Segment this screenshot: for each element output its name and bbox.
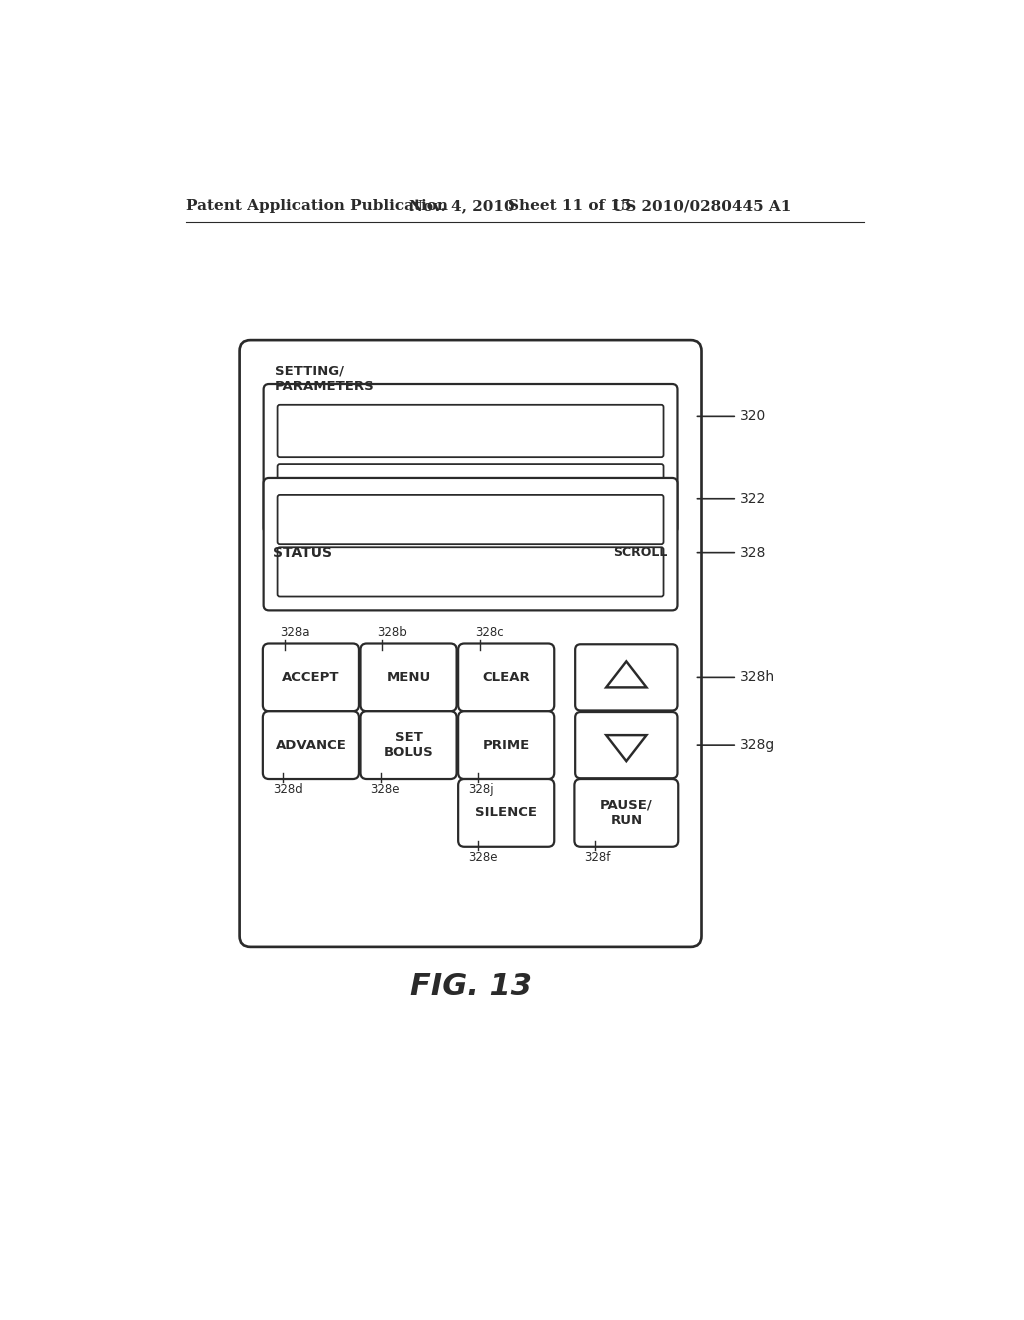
Text: Nov. 4, 2010: Nov. 4, 2010 <box>410 199 515 213</box>
Text: 320: 320 <box>739 409 766 424</box>
Text: 322: 322 <box>739 492 766 506</box>
Text: CLEAR: CLEAR <box>482 671 530 684</box>
FancyBboxPatch shape <box>574 779 678 847</box>
Text: 328d: 328d <box>273 783 303 796</box>
FancyBboxPatch shape <box>458 779 554 847</box>
Text: PRIME: PRIME <box>482 739 529 751</box>
FancyBboxPatch shape <box>263 711 359 779</box>
Text: 328f: 328f <box>585 851 611 865</box>
FancyBboxPatch shape <box>278 548 664 597</box>
Text: FIG. 13: FIG. 13 <box>410 972 531 1001</box>
Text: MENU: MENU <box>386 671 431 684</box>
FancyBboxPatch shape <box>360 711 457 779</box>
Text: Sheet 11 of 15: Sheet 11 of 15 <box>508 199 631 213</box>
Text: Patent Application Publication: Patent Application Publication <box>186 199 449 213</box>
Text: 328a: 328a <box>280 626 309 639</box>
FancyBboxPatch shape <box>575 644 678 710</box>
FancyBboxPatch shape <box>278 495 664 544</box>
Text: 328b: 328b <box>378 626 408 639</box>
Text: 328e: 328e <box>468 851 498 865</box>
FancyBboxPatch shape <box>606 539 675 566</box>
FancyBboxPatch shape <box>458 644 554 711</box>
Text: SETTING/
PARAMETERS: SETTING/ PARAMETERS <box>275 364 375 393</box>
Text: 328: 328 <box>739 545 766 560</box>
Text: 328c: 328c <box>475 626 504 639</box>
FancyBboxPatch shape <box>263 478 678 610</box>
FancyBboxPatch shape <box>575 711 678 779</box>
FancyBboxPatch shape <box>240 341 701 946</box>
FancyBboxPatch shape <box>263 644 359 711</box>
FancyBboxPatch shape <box>263 384 678 533</box>
Text: US 2010/0280445 A1: US 2010/0280445 A1 <box>612 199 792 213</box>
Text: SCROLL: SCROLL <box>613 546 668 560</box>
Text: ACCEPT: ACCEPT <box>283 671 340 684</box>
FancyBboxPatch shape <box>278 465 664 516</box>
Text: 328g: 328g <box>739 738 775 752</box>
Text: ADVANCE: ADVANCE <box>275 739 346 751</box>
Text: STATUS: STATUS <box>273 545 332 560</box>
FancyBboxPatch shape <box>360 644 457 711</box>
Text: 328e: 328e <box>371 783 400 796</box>
Text: 328j: 328j <box>468 783 494 796</box>
Text: SET
BOLUS: SET BOLUS <box>384 731 433 759</box>
Text: PAUSE/
RUN: PAUSE/ RUN <box>600 799 652 826</box>
FancyBboxPatch shape <box>458 711 554 779</box>
Text: 328h: 328h <box>739 671 774 684</box>
FancyBboxPatch shape <box>278 405 664 457</box>
Text: SILENCE: SILENCE <box>475 807 538 820</box>
